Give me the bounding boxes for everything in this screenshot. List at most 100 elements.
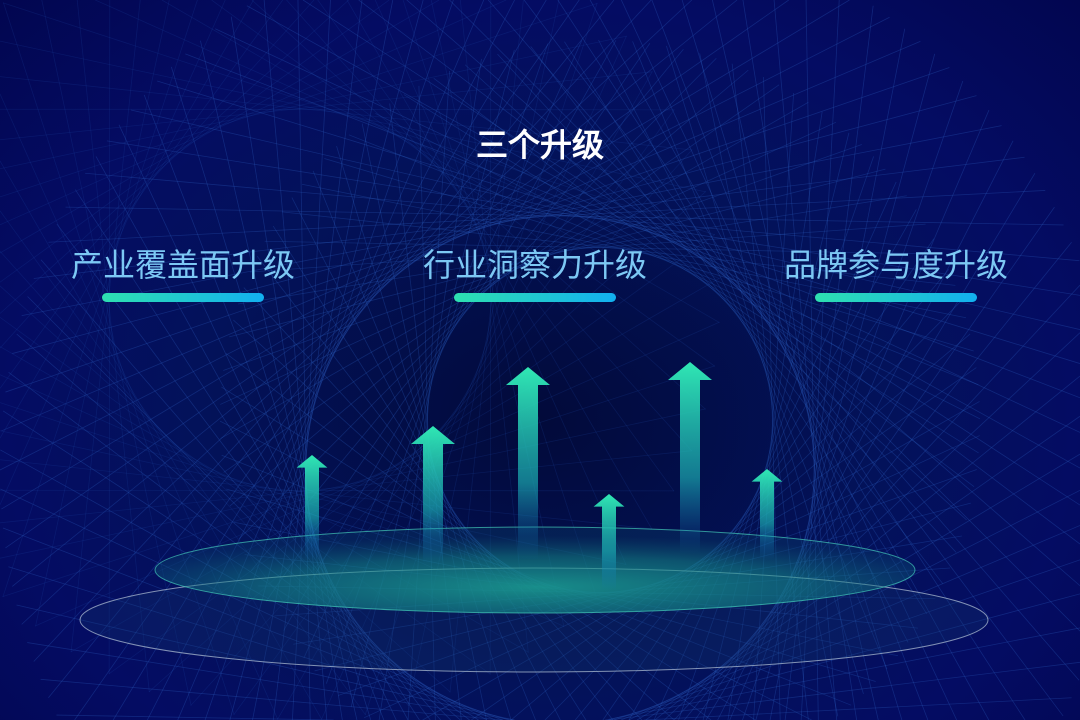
background-line bbox=[0, 0, 315, 349]
background-line bbox=[3, 2, 235, 715]
background-line bbox=[530, 46, 944, 585]
background-line bbox=[27, 642, 515, 720]
background-line bbox=[250, 49, 684, 571]
background-line bbox=[773, 0, 838, 720]
background-line bbox=[95, 156, 409, 720]
background-line bbox=[564, 41, 928, 615]
underline-bar bbox=[815, 293, 977, 302]
background-line bbox=[48, 0, 615, 699]
background-line bbox=[5, 0, 789, 549]
upgrade-label: 品牌参与度升级 bbox=[783, 246, 1008, 284]
background-line bbox=[0, 0, 350, 314]
background-line bbox=[711, 0, 879, 720]
background-line bbox=[0, 40, 706, 193]
background-line bbox=[487, 0, 1080, 681]
background-line bbox=[70, 277, 720, 653]
background-line bbox=[753, 93, 795, 720]
background-line bbox=[643, 697, 1072, 720]
background-line bbox=[0, 160, 323, 720]
background-line bbox=[8, 566, 509, 720]
background-line bbox=[12, 95, 977, 354]
background-line bbox=[283, 40, 617, 631]
background-line bbox=[805, 0, 819, 720]
background-line bbox=[763, 76, 781, 720]
background-line bbox=[598, 39, 909, 643]
background-line bbox=[118, 124, 397, 720]
upgrade-item-3: 品牌参与度升级 bbox=[746, 243, 1046, 302]
upgrade-label: 产业覆盖面升级 bbox=[70, 246, 295, 284]
background-line bbox=[238, 195, 907, 305]
upgrade-item-2: 行业洞察力升级 bbox=[385, 243, 685, 302]
background-line bbox=[112, 0, 547, 720]
background-line bbox=[0, 250, 409, 707]
background-line bbox=[249, 223, 926, 273]
background-line bbox=[0, 76, 693, 151]
background-line bbox=[95, 0, 720, 279]
background-line bbox=[264, 240, 942, 255]
background-line bbox=[678, 156, 875, 720]
background-line bbox=[204, 0, 454, 720]
background-line bbox=[0, 108, 675, 111]
background-line bbox=[5, 67, 950, 393]
background-line bbox=[605, 627, 1080, 720]
background-line bbox=[673, 284, 1080, 720]
background-line bbox=[418, 85, 436, 720]
background-line bbox=[0, 0, 390, 283]
background-line bbox=[233, 109, 675, 715]
background-line bbox=[220, 101, 809, 439]
background-line bbox=[130, 109, 1080, 330]
background-line bbox=[336, 146, 512, 720]
background-line bbox=[277, 71, 653, 720]
background-line bbox=[0, 0, 284, 389]
background-line bbox=[40, 259, 441, 720]
background-line bbox=[464, 64, 967, 521]
background-line bbox=[684, 241, 1072, 720]
background-line bbox=[223, 144, 862, 371]
background-line bbox=[0, 93, 279, 720]
background-line bbox=[282, 211, 956, 286]
background-line bbox=[346, 0, 653, 530]
background-line bbox=[0, 71, 653, 141]
background-line bbox=[613, 559, 1080, 720]
background-line bbox=[702, 132, 850, 720]
background-line bbox=[389, 103, 462, 720]
background-line bbox=[265, 43, 651, 602]
background-line bbox=[170, 66, 372, 720]
background-line bbox=[215, 28, 1080, 433]
background-line bbox=[85, 172, 1080, 262]
background-line bbox=[0, 408, 706, 559]
background-line bbox=[229, 168, 886, 338]
background-line bbox=[2, 527, 503, 720]
background-line bbox=[317, 0, 675, 492]
background-line bbox=[2, 365, 715, 597]
background-line bbox=[620, 525, 1080, 720]
background-line bbox=[1, 0, 850, 510]
background-line bbox=[16, 333, 461, 720]
background-line bbox=[0, 16, 890, 471]
background-line bbox=[21, 125, 1002, 317]
background-line bbox=[40, 678, 504, 720]
background-line bbox=[742, 0, 858, 720]
background-line bbox=[286, 0, 693, 452]
background-line bbox=[2, 0, 198, 597]
background-line bbox=[0, 450, 693, 524]
background-line bbox=[731, 63, 809, 720]
background-line bbox=[406, 0, 1080, 587]
background-line bbox=[0, 210, 366, 716]
background-line bbox=[717, 140, 1014, 720]
background-line bbox=[433, 77, 975, 488]
background-line bbox=[106, 140, 1080, 296]
background-line bbox=[0, 3, 598, 198]
upgrade-label: 行业洞察力升级 bbox=[422, 246, 647, 284]
arrow-up-icon bbox=[506, 367, 550, 560]
background-line bbox=[48, 190, 1046, 243]
background-line bbox=[374, 0, 627, 565]
background-line bbox=[41, 0, 192, 706]
background-line bbox=[699, 53, 839, 717]
background-line bbox=[74, 189, 420, 720]
background-line bbox=[510, 333, 971, 720]
background-line bbox=[654, 375, 1080, 720]
background-line bbox=[497, 53, 957, 553]
